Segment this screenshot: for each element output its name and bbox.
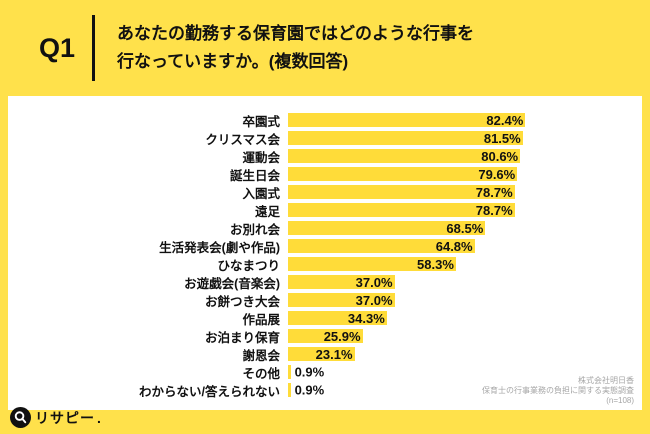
chart-row: クリスマス会 81.5% <box>8 129 642 147</box>
bar-track: 79.6% <box>288 166 642 182</box>
category-label: 生活発表会(劇や作品) <box>159 240 280 255</box>
chart-row: 遠足 78.7% <box>8 201 642 219</box>
category-label: お泊まり保育 <box>204 330 280 345</box>
value-label: 34.3% <box>347 310 385 326</box>
bar: 25.9% <box>288 328 363 344</box>
category-label: クリスマス会 <box>205 132 280 147</box>
category-label: お別れ会 <box>229 222 280 237</box>
value-label: 0.9% <box>294 364 325 380</box>
bar-track: 0.9% <box>288 382 642 398</box>
bar-track: 58.3% <box>288 256 642 272</box>
chart-row: 運動会 80.6% <box>8 147 642 165</box>
bar: 79.6% <box>288 166 518 182</box>
risapy-logo-text: リサピー <box>35 409 95 426</box>
value-label: 25.9% <box>323 328 361 344</box>
chart-row: お餅つき大会 37.0% <box>8 291 642 309</box>
value-label: 37.0% <box>355 274 393 290</box>
bar: 81.5% <box>288 130 523 146</box>
bar-track: 25.9% <box>288 328 642 344</box>
value-label: 0.9% <box>294 382 325 398</box>
category-label: お餅つき大会 <box>204 294 280 309</box>
chart-row: お遊戯会(音楽会) 37.0% <box>8 273 642 291</box>
bar: 23.1% <box>288 346 355 362</box>
chart-row: お別れ会 68.5% <box>8 219 642 237</box>
question-number: Q1 <box>38 32 76 63</box>
bar: 68.5% <box>288 220 486 236</box>
chart-row: 誕生日会 79.6% <box>8 165 642 183</box>
bar-track: 78.7% <box>288 184 642 200</box>
chart-row: 作品展 34.3% <box>8 309 642 327</box>
bar: 64.8% <box>288 238 475 254</box>
chart-row: 謝恩会 23.1% <box>8 345 642 363</box>
chart-row: 卒園式 82.4% <box>8 111 642 129</box>
value-label: 68.5% <box>446 220 484 236</box>
category-label: その他 <box>242 366 280 381</box>
bar-track: 23.1% <box>288 346 642 362</box>
risapy-logo: リサピー. <box>10 407 101 428</box>
bar-track: 81.5% <box>288 130 642 146</box>
value-label: 80.6% <box>481 148 519 164</box>
bar: 58.3% <box>288 256 456 272</box>
chart-row: わからない/答えられない 0.9% <box>8 381 642 399</box>
bar <box>288 383 291 397</box>
category-label: 遠足 <box>254 204 280 219</box>
bar-track: 37.0% <box>288 292 642 308</box>
category-label: 誕生日会 <box>229 168 280 183</box>
bar: 78.7% <box>288 184 515 200</box>
category-label: 作品展 <box>242 312 280 327</box>
category-label: 卒園式 <box>242 114 280 129</box>
value-label: 78.7% <box>475 184 513 200</box>
category-label: 謝恩会 <box>242 348 280 363</box>
category-label: 入園式 <box>242 186 280 201</box>
risapy-logo-icon <box>10 407 31 428</box>
bar: 80.6% <box>288 148 521 164</box>
chart-rows: 卒園式 82.4% クリスマス会 81.5% 運動会 80.6% 誕生日会 79.6% 入園式 7… <box>8 111 642 399</box>
source-survey-title: 保育士の行事業務の負担に関する実態調査 <box>482 386 634 395</box>
bar: 82.4% <box>288 112 526 128</box>
chart-row: 生活発表会(劇や作品) 64.8% <box>8 237 642 255</box>
question-text: あなたの勤務する保育園ではどのような行事を 行なっていますか。(複数回答) <box>117 20 474 76</box>
bar-track: 82.4% <box>288 112 642 128</box>
value-label: 82.4% <box>486 112 524 128</box>
category-label: わからない/答えられない <box>139 384 280 399</box>
question-line2: 行なっていますか。(複数回答) <box>117 52 349 71</box>
bar-track: 68.5% <box>288 220 642 236</box>
bar: 34.3% <box>288 310 387 326</box>
question-line1: あなたの勤務する保育園ではどのような行事を <box>117 24 474 43</box>
question-header: Q1 あなたの勤務する保育園ではどのような行事を 行なっていますか。(複数回答) <box>0 0 650 96</box>
header-divider <box>92 15 95 81</box>
value-label: 64.8% <box>435 238 473 254</box>
category-label: ひなまつり <box>217 258 280 273</box>
bar-track: 78.7% <box>288 202 642 218</box>
category-label: 運動会 <box>242 150 280 165</box>
bar: 37.0% <box>288 292 395 308</box>
chart-row: お泊まり保育 25.9% <box>8 327 642 345</box>
source-sample-size: (n=108) <box>606 396 634 405</box>
value-label: 58.3% <box>417 256 454 272</box>
value-label: 23.1% <box>315 346 353 362</box>
value-label: 79.6% <box>478 166 516 182</box>
risapy-logo-period: . <box>97 409 101 426</box>
chart-row: 入園式 78.7% <box>8 183 642 201</box>
bar: 37.0% <box>288 274 395 290</box>
bar-track: 34.3% <box>288 310 642 326</box>
source-note: 株式会社明日香 保育士の行事業務の負担に関する実態調査 (n=108) <box>482 376 634 406</box>
bar: 78.7% <box>288 202 515 218</box>
value-label: 78.7% <box>475 202 513 218</box>
chart-panel: 卒園式 82.4% クリスマス会 81.5% 運動会 80.6% 誕生日会 79.6% 入園式 7… <box>8 96 642 410</box>
source-company: 株式会社明日香 <box>578 376 634 385</box>
value-label: 37.0% <box>355 292 393 308</box>
bar <box>288 365 291 379</box>
chart-row: その他 0.9% <box>8 363 642 381</box>
bar-track: 80.6% <box>288 148 642 164</box>
bar-track: 0.9% <box>288 364 642 380</box>
value-label: 81.5% <box>483 130 521 146</box>
chart-row: ひなまつり 58.3% <box>8 255 642 273</box>
category-label: お遊戯会(音楽会) <box>184 276 280 291</box>
bar-track: 64.8% <box>288 238 642 254</box>
bar-track: 37.0% <box>288 274 642 290</box>
